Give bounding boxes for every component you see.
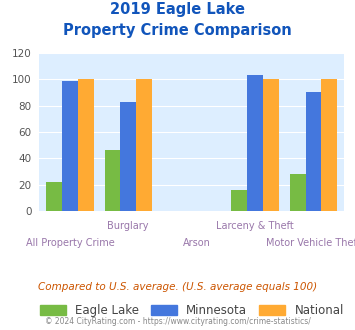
Bar xyxy=(120,102,136,211)
Bar xyxy=(62,81,78,211)
Text: Compared to U.S. average. (U.S. average equals 100): Compared to U.S. average. (U.S. average … xyxy=(38,282,317,292)
Bar xyxy=(46,182,62,211)
Bar xyxy=(306,92,321,211)
Text: Motor Vehicle Theft: Motor Vehicle Theft xyxy=(266,238,355,248)
Text: Arson: Arson xyxy=(183,238,211,248)
Legend: Eagle Lake, Minnesota, National: Eagle Lake, Minnesota, National xyxy=(35,299,349,322)
Text: 2019 Eagle Lake: 2019 Eagle Lake xyxy=(110,2,245,16)
Bar xyxy=(231,190,247,211)
Text: © 2024 CityRating.com - https://www.cityrating.com/crime-statistics/: © 2024 CityRating.com - https://www.city… xyxy=(45,317,310,326)
Bar xyxy=(321,79,337,211)
Bar xyxy=(290,174,306,211)
Bar xyxy=(136,79,152,211)
Bar xyxy=(247,75,263,211)
Bar xyxy=(105,150,120,211)
Text: Burglary: Burglary xyxy=(108,221,149,231)
Bar xyxy=(78,79,94,211)
Text: Larceny & Theft: Larceny & Theft xyxy=(216,221,294,231)
Bar xyxy=(263,79,279,211)
Text: Property Crime Comparison: Property Crime Comparison xyxy=(63,23,292,38)
Text: All Property Crime: All Property Crime xyxy=(26,238,114,248)
